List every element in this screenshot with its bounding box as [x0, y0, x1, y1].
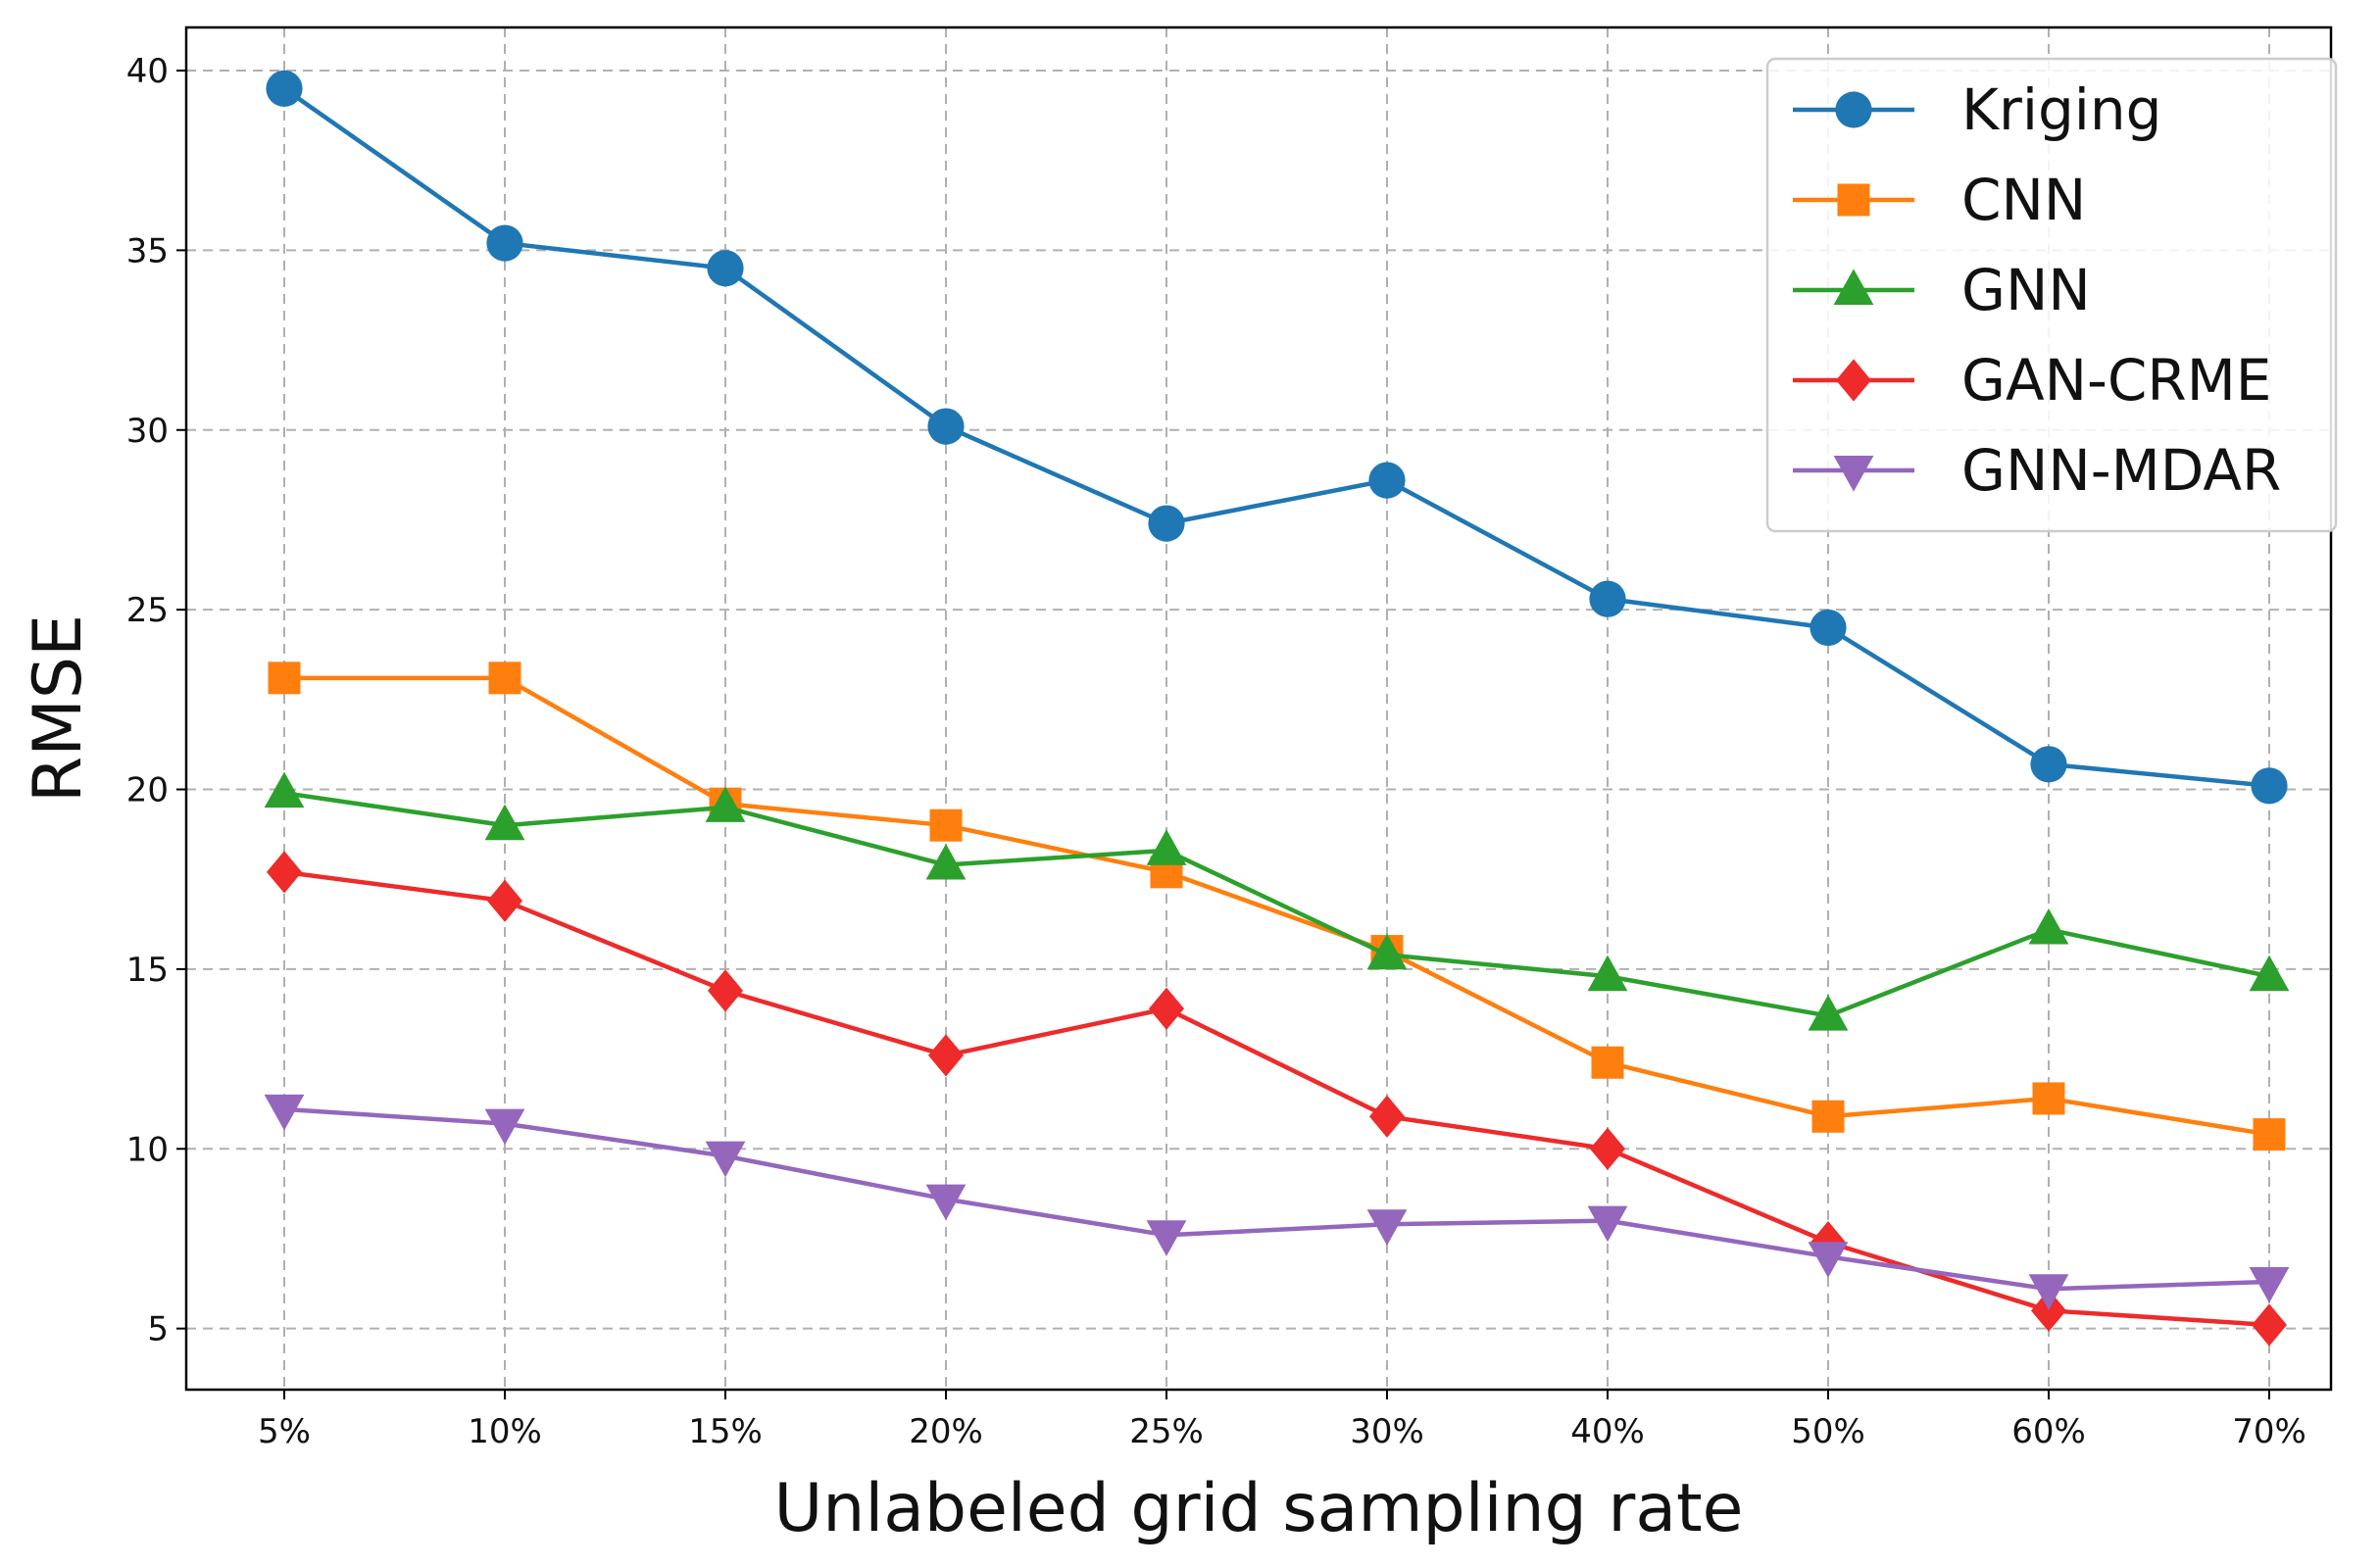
data-point-gnn-mdar — [1146, 1220, 1187, 1256]
y-axis-title: RMSE — [20, 614, 97, 803]
data-point-gnn-mdar — [2028, 1274, 2069, 1310]
data-point-gan-crme — [1590, 1127, 1625, 1170]
legend-label: Kriging — [1961, 76, 2162, 143]
y-tick-label: 10 — [126, 1130, 169, 1169]
legend-swatch-marker — [1833, 456, 1874, 492]
x-tick-label: 30% — [1350, 1412, 1424, 1451]
series-line-gnn-mdar — [283, 1106, 2270, 1292]
data-point-kriging — [927, 408, 965, 445]
data-point-cnn — [2253, 1118, 2286, 1152]
data-point-gnn — [1146, 829, 1187, 865]
data-point-cnn — [929, 808, 963, 842]
data-point-gnn-mdar — [1587, 1205, 1628, 1243]
data-point-kriging — [266, 70, 303, 107]
legend-label: GNN — [1961, 257, 2091, 323]
data-point-cnn — [2032, 1082, 2065, 1115]
data-point-gan-crme — [2031, 1289, 2066, 1332]
data-point-gnn-mdar — [264, 1094, 305, 1131]
y-tick-label: 20 — [126, 771, 169, 810]
y-tick-label: 25 — [126, 591, 169, 630]
data-point-gan-crme — [708, 969, 743, 1012]
legend-item-kriging: Kriging — [1793, 76, 2162, 143]
data-point-cnn — [488, 662, 521, 695]
data-point-gan-crme — [487, 879, 522, 922]
series-gnn — [264, 771, 2290, 1031]
y-tick-label: 40 — [126, 52, 169, 91]
x-tick-label: 25% — [1129, 1412, 1204, 1451]
y-tick-label: 35 — [126, 231, 169, 270]
x-tick-label: 20% — [909, 1412, 983, 1451]
legend-label: GAN-CRME — [1961, 347, 2271, 414]
data-point-cnn — [1591, 1046, 1624, 1079]
x-tick-label: 60% — [2011, 1412, 2086, 1451]
legend-item-gnn: GNN — [1793, 257, 2091, 323]
data-point-gan-crme — [2252, 1303, 2287, 1347]
data-point-gan-crme — [928, 1034, 964, 1077]
x-axis-title: Unlabeled grid sampling rate — [773, 1470, 1743, 1547]
x-tick-label: 15% — [688, 1412, 763, 1451]
data-point-gnn — [264, 771, 305, 808]
data-point-gnn — [484, 804, 525, 841]
data-point-kriging — [2251, 767, 2288, 805]
y-axis: 5 10 15 20 25 30 35 40 — [126, 52, 186, 1349]
y-tick-label: 30 — [126, 412, 169, 451]
data-point-kriging — [1368, 462, 1406, 499]
legend-swatch-marker — [1835, 91, 1872, 128]
legend-item-gnn-mdar: GNN-MDAR — [1793, 437, 2281, 504]
legend-label: GNN-MDAR — [1961, 437, 2281, 504]
data-point-gnn-mdar — [484, 1108, 525, 1146]
plot-frame — [184, 25, 2333, 1392]
data-point-kriging — [2030, 746, 2067, 783]
data-point-kriging — [1810, 609, 1847, 647]
series-line-kriging — [282, 86, 2270, 789]
legend-label: CNN — [1961, 167, 2086, 233]
data-point-gnn-mdar — [705, 1141, 746, 1178]
legend-swatch-marker — [1836, 359, 1871, 402]
x-tick-label: 10% — [468, 1412, 542, 1451]
data-point-gnn-mdar — [925, 1184, 967, 1221]
legend-item-gan-crme: GAN-CRME — [1793, 347, 2271, 414]
data-point-gnn — [705, 786, 746, 822]
data-point-gnn — [925, 843, 967, 880]
legend-swatch-marker — [1837, 183, 1870, 217]
legend-item-cnn: CNN — [1793, 167, 2086, 233]
data-point-kriging — [486, 224, 523, 262]
data-point-kriging — [1589, 580, 1626, 617]
data-point-gnn — [1808, 994, 1849, 1031]
x-tick-label: 70% — [2232, 1412, 2306, 1451]
series-kriging — [266, 70, 2288, 805]
x-tick-label: 40% — [1570, 1412, 1645, 1451]
data-point-kriging — [1148, 505, 1185, 542]
data-point-cnn — [1811, 1100, 1845, 1133]
legend-swatch-marker — [1833, 269, 1874, 305]
legend: Kriging CNN GNN GAN-CRME GNN-MDAR — [1765, 57, 2338, 533]
data-point-gan-crme — [267, 851, 302, 894]
y-tick-label: 5 — [147, 1310, 169, 1349]
data-point-gnn-mdar — [1808, 1242, 1849, 1278]
data-point-gnn-mdar — [1366, 1209, 1408, 1246]
data-point-gnn — [2249, 955, 2290, 992]
data-point-gnn — [2028, 907, 2069, 945]
x-tick-label: 5% — [258, 1412, 311, 1451]
series-line-gnn — [283, 790, 2270, 1018]
series-cnn — [268, 662, 2286, 1152]
series-line-gan-crme — [283, 869, 2270, 1328]
series-line-cnn — [284, 675, 2270, 1137]
data-point-gnn — [1366, 933, 1408, 970]
series-gnn-mdar — [264, 1094, 2290, 1310]
x-axis: 5% 10% 15% 20% 25% 30% 40% 50% 60% 70% — [258, 1390, 2306, 1451]
series-layer — [264, 70, 2290, 1347]
data-point-gnn-mdar — [2249, 1266, 2290, 1303]
data-point-gan-crme — [1369, 1095, 1405, 1138]
x-tick-label: 50% — [1791, 1412, 1865, 1451]
data-point-cnn — [268, 662, 301, 695]
legend-box — [1765, 57, 2338, 533]
data-point-kriging — [707, 250, 744, 287]
series-gan-crme — [267, 851, 2287, 1347]
data-point-gan-crme — [1149, 987, 1184, 1030]
data-point-gnn — [1587, 955, 1628, 992]
y-tick-label: 15 — [126, 951, 169, 990]
